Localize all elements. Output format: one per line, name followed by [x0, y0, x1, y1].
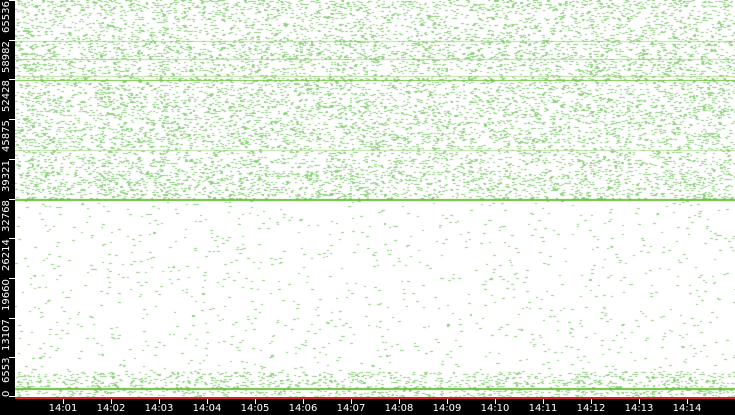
- y-tick-label: 0: [1, 390, 12, 397]
- y-tick: [9, 357, 15, 359]
- y-tick: [9, 39, 15, 41]
- y-tick: [9, 238, 15, 240]
- x-tick: [639, 399, 640, 404]
- x-tick-label: 14:13: [624, 403, 654, 414]
- x-tick-label: 14:04: [192, 403, 222, 414]
- y-tick: [9, 277, 15, 279]
- y-tick-label: 13107: [1, 318, 12, 351]
- y-tick-label: 58982: [1, 40, 12, 73]
- x-tick: [447, 399, 448, 404]
- y-tick-label: 26214: [1, 239, 12, 272]
- y-tick-label: 32768: [1, 199, 12, 232]
- y-tick-label: 39321: [1, 159, 12, 192]
- x-tick-label: 14:14: [672, 403, 702, 414]
- y-tick-label: 52428: [1, 80, 12, 113]
- x-tick: [543, 399, 544, 404]
- x-tick-label: 14:10: [480, 403, 510, 414]
- y-tick-label: 19660: [1, 279, 12, 311]
- y-tick-label: 65536: [1, 1, 12, 33]
- x-tick: [495, 399, 496, 404]
- x-tick: [591, 399, 592, 404]
- x-tick-label: 14:08: [384, 403, 414, 414]
- y-tick: [9, 79, 15, 81]
- y-tick: [9, 158, 15, 160]
- y-tick-label: 45875: [1, 120, 12, 153]
- x-tick-label: 14:02: [96, 403, 126, 414]
- x-tick: [63, 399, 64, 404]
- y-tick: [9, 0, 15, 1]
- y-tick-label: 6553: [1, 357, 12, 384]
- x-tick: [255, 399, 256, 404]
- x-tick-label: 14:07: [336, 403, 366, 414]
- x-tick: [303, 399, 304, 404]
- x-tick: [351, 399, 352, 404]
- x-tick: [207, 399, 208, 404]
- x-tick-label: 14:12: [576, 403, 606, 414]
- x-tick: [687, 399, 688, 404]
- x-tick-label: 14:01: [48, 403, 78, 414]
- x-tick-label: 14:06: [288, 403, 318, 414]
- y-tick: [9, 317, 15, 319]
- x-tick-label: 14:03: [144, 403, 174, 414]
- x-tick: [111, 399, 112, 404]
- x-tick: [159, 399, 160, 404]
- x-tick-label: 14:05: [240, 403, 270, 414]
- scatter-plot-area: [15, 0, 735, 398]
- y-tick: [9, 396, 15, 397]
- y-tick: [9, 119, 15, 121]
- x-tick: [399, 399, 400, 404]
- y-tick: [9, 198, 15, 200]
- x-tick-label: 14:09: [432, 403, 462, 414]
- baseline: [15, 397, 735, 399]
- x-tick-label: 14:11: [528, 403, 558, 414]
